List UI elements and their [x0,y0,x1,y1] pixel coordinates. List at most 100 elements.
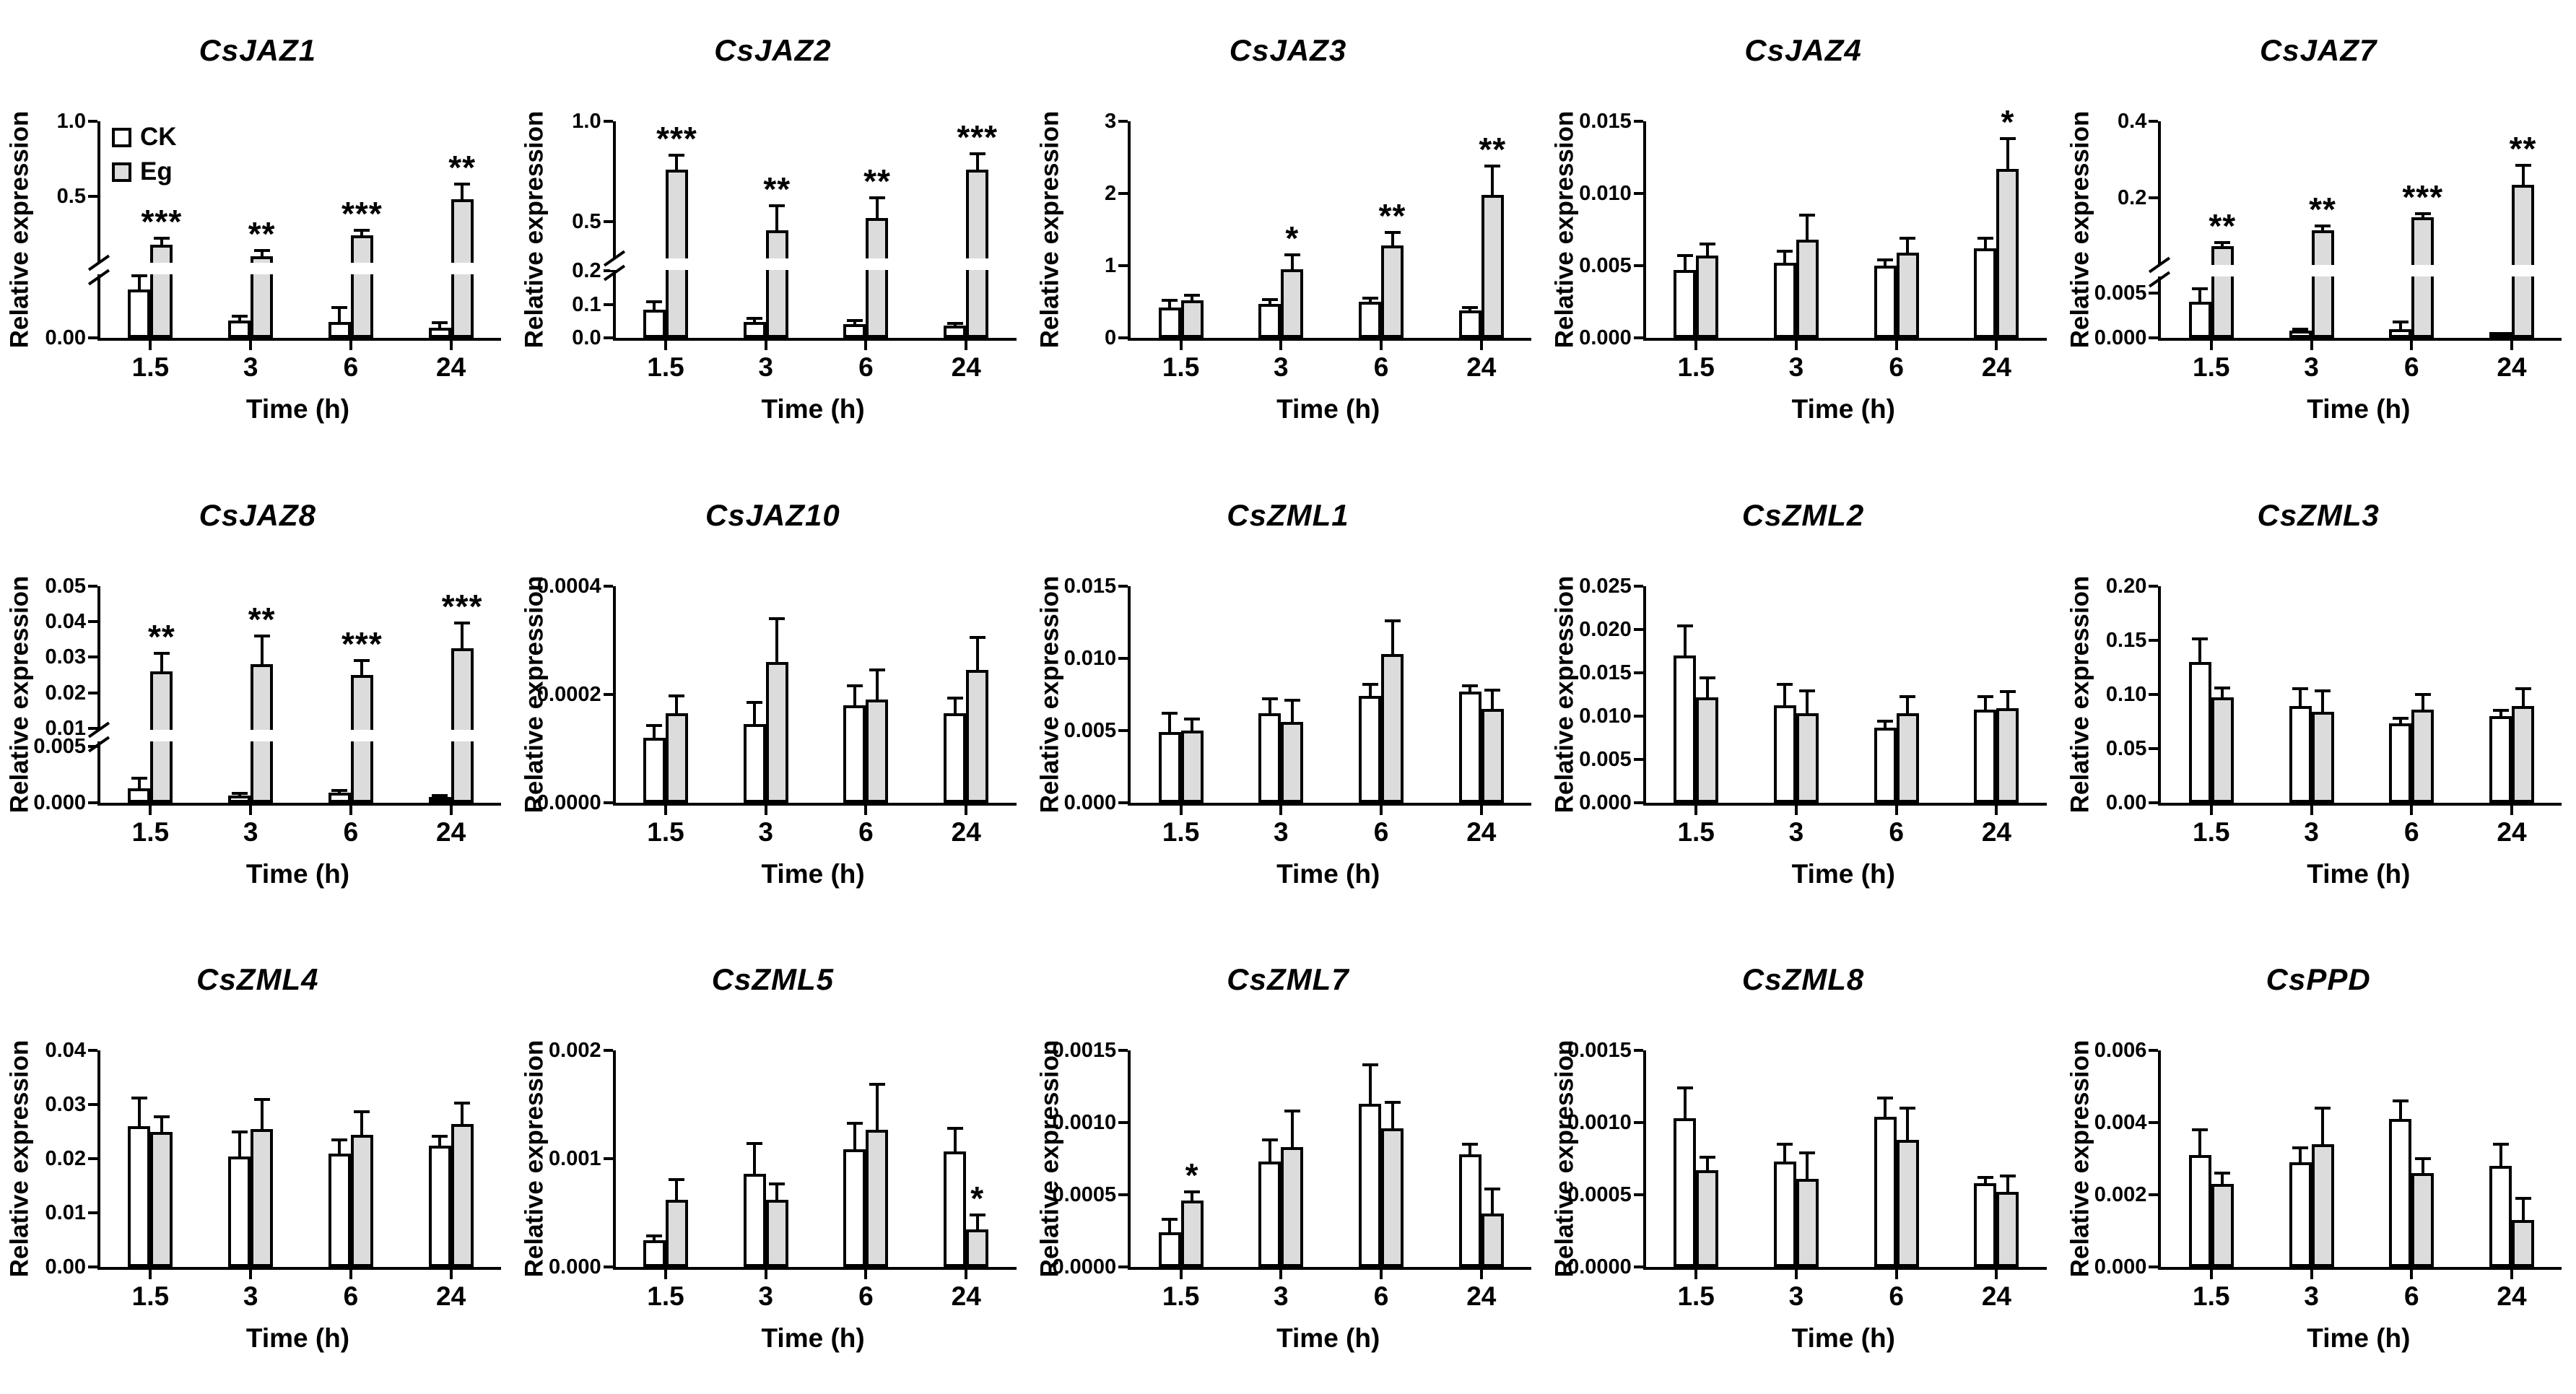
y-axis-label-text: Relative expression [1035,575,1064,814]
x-tick-label: 1.5 [1677,816,1715,847]
plot-area: 0.000 0.005 0.2 0.4 1.5 3 6 24 ** ** *** ** [2094,110,2562,382]
bar-ck [2188,1155,2211,1268]
bar-eg [350,1134,373,1268]
plot-area: 0.0 0.1 0.2 0.5 1.0 1.5 3 6 24 *** ** ** *** [572,110,1017,382]
bar-eg [2311,230,2334,338]
x-tick-label: 3 [243,816,258,847]
y-tick-label: 0.015 [1063,574,1117,598]
error-bar-cap [432,794,448,798]
bar-ck [1359,695,1382,803]
panel-csppd: CsPPD Relative expression 0.000 0.002 0.004 0… [2061,929,2576,1394]
plot-area: 0.00 0.5 1.0 1.5 3 6 24 *** ** *** ** CK Eg [45,110,501,382]
bar-ck [2389,1119,2412,1268]
error-bar-cap [846,318,863,322]
significance-stars: *** [957,118,998,156]
plot-area: 0.0000 0.0005 0.0010 0.0015 1.5 3 6 24 [1567,1039,2047,1311]
x-tick-label: 6 [2403,1281,2419,1312]
bar-eg [966,169,989,338]
y-tick [88,655,97,659]
x-tick-label: 24 [951,352,981,382]
y-tick-label: 0.005 [33,735,86,759]
error-bar-stem [2521,1198,2525,1222]
error-bar-cap [1999,1175,2016,1178]
x-tick-label: 1.5 [1677,352,1715,382]
x-tick [449,805,453,815]
error-bar-stem [1884,720,1887,730]
significance-stars: ** [248,600,276,638]
x-tick [1794,805,1798,815]
error-bar-stem [1268,698,1271,715]
y-tick-label: 0.005 [2094,282,2147,305]
y-axis-label: Relative expression [1549,103,1582,356]
error-bar-stem [1491,1189,1494,1216]
x-tick-label: 1.5 [647,352,684,382]
bar-eg [966,669,989,803]
error-bar-stem [1806,690,1809,715]
x-tick [2310,805,2313,815]
bar-ck [328,792,351,803]
legend-item-eg: Eg [112,157,177,186]
error-bar-cap [454,622,471,625]
bar-eg [1796,1179,1819,1268]
y-tick [2149,1193,2159,1197]
error-bar-stem [1906,1108,1910,1142]
y-tick-label: 0.025 [1579,574,1632,598]
bar-ck [1674,1118,1697,1268]
error-bar-cap [253,634,270,637]
error-bar-cap [231,314,248,318]
error-bar-stem [1391,1102,1394,1131]
panel-cszml7: CsZML7 Relative expression 0.0000 0.0005 0.0… [1030,929,1546,1394]
bar-eg [765,230,788,338]
bar-eg [1281,721,1304,803]
bar-ck [1974,1183,1997,1268]
y-tick-label: 0.0002 [536,682,601,706]
x-tick [965,805,968,815]
error-bar-cap [947,1127,963,1131]
error-bar-cap [253,249,270,253]
panel-cszml2: CsZML2 Relative expression 0.000 0.005 0.010… [1546,465,2061,930]
error-bar-stem [338,1140,341,1155]
bar-eg [1696,1170,1719,1268]
error-bar-stem [753,1143,757,1176]
x-tick-label: 3 [1788,1281,1804,1312]
y-tick-label: 3 [1105,110,1117,133]
error-bar-stem [853,320,856,326]
error-bar-stem [1491,166,1494,196]
error-bar-cap [131,1097,147,1100]
y-tick [88,691,97,694]
error-bar-stem [2299,1148,2302,1164]
bar-eg [2411,1173,2434,1268]
y-tick [88,584,97,588]
y-tick [1118,264,1128,267]
y-tick [1118,584,1128,588]
x-tick [1279,805,1283,815]
y-tick-label: 0.02 [45,681,86,705]
x-tick [149,805,152,815]
error-bar-cap [2292,327,2308,331]
axis-break-band [95,263,501,274]
x-tick-label: 24 [436,1281,466,1312]
y-axis-label-text: Relative expression [1550,110,1579,349]
x-axis-label: Time (h) [1791,394,1895,424]
panel-cszml8: CsZML8 Relative expression 0.0000 0.0005 0.0… [1546,929,2061,1394]
bar-eg [451,1123,474,1268]
y-tick-label: 0.2 [2118,186,2147,210]
bar-eg [1996,707,2019,803]
error-bar-cap [153,652,170,655]
x-tick-label: 24 [1466,816,1497,847]
bar-ck [128,1126,151,1268]
y-tick-label: 0.00 [45,1255,86,1279]
y-tick-label: 0.004 [2094,1111,2147,1135]
bar-ck [2489,715,2512,803]
panel-title: CsZML1 [1227,497,1349,532]
x-tick [2209,1270,2213,1280]
y-tick-label: 0.0004 [536,574,601,598]
x-tick-label: 6 [2403,816,2419,847]
x-tick [1479,1270,1483,1280]
x-tick [663,341,667,350]
error-bar-stem [160,238,163,246]
x-axis-label: Time (h) [2307,858,2411,889]
x-tick-label: 1.5 [1677,1281,1715,1312]
bar-ck [228,796,251,803]
error-bar-cap [2492,331,2509,335]
